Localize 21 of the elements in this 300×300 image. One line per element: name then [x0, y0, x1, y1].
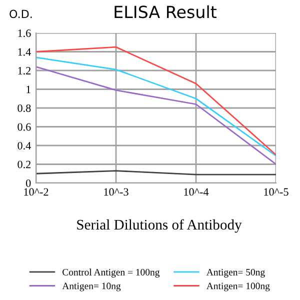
- y-tick-label: 0: [26, 179, 31, 187]
- y-tick-label: 0.2: [18, 160, 31, 168]
- y-tick-label: 1.2: [18, 66, 31, 75]
- legend-label: Control Antigen = 100ng: [62, 268, 160, 278]
- x-axis-title: Serial Dilutions of Antibody: [77, 219, 242, 233]
- y-tick-label: 1: [26, 86, 30, 94]
- y-tick-label: 0.8: [18, 104, 31, 112]
- x-tick-label: 10^-2: [24, 188, 48, 196]
- line-series: [36, 66, 276, 165]
- chart-title: ELISA Result: [114, 5, 217, 18]
- x-tick-label: 10^-4: [184, 188, 209, 196]
- legend-label: Antigen= 50ng: [206, 268, 265, 278]
- y-tick-label: 0.6: [18, 123, 31, 131]
- x-tick-label: 10^-5: [264, 188, 288, 196]
- y-axis-title: O.D.: [10, 10, 32, 18]
- legend-label: Antigen= 100ng: [206, 282, 270, 292]
- x-tick-label: 10^-3: [104, 188, 128, 196]
- y-tick-label: 1.4: [18, 48, 31, 56]
- y-tick-label: 0.4: [18, 142, 31, 150]
- legend-label: Antigen= 10ng: [62, 282, 121, 292]
- y-tick-label: 1.6: [18, 29, 31, 38]
